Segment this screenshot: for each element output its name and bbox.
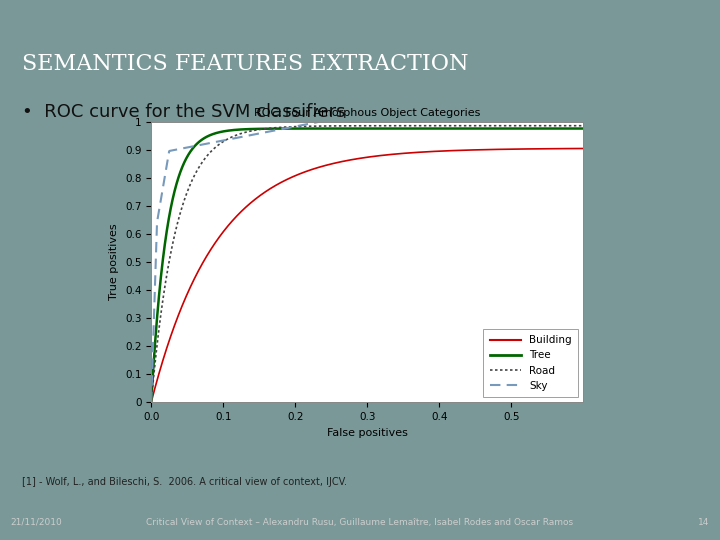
Building <box>357 155 366 161</box>
Title: ROC: Four Amorphous Object Categories: ROC: Four Amorphous Object Categories <box>254 108 480 118</box>
Road <box>346 123 354 129</box>
Text: •  ROC curve for the SVM classifiers: • ROC curve for the SVM classifiers <box>22 103 345 121</box>
Line: Road: Road <box>151 126 583 402</box>
Sky <box>579 118 588 125</box>
X-axis label: False positives: False positives <box>327 428 408 437</box>
Road <box>579 123 588 129</box>
Tree <box>357 125 366 132</box>
Road <box>357 123 366 129</box>
Legend: Building, Tree, Road, Sky: Building, Tree, Road, Sky <box>483 329 578 397</box>
Tree <box>579 125 588 132</box>
Tree <box>487 125 495 132</box>
Text: SEMANTICS FEATURES EXTRACTION: SEMANTICS FEATURES EXTRACTION <box>22 53 468 75</box>
Building <box>487 146 495 153</box>
Tree <box>567 125 575 132</box>
Y-axis label: True positives: True positives <box>109 224 120 300</box>
Road <box>147 399 156 406</box>
Building <box>169 326 178 332</box>
Sky <box>567 118 575 125</box>
Road <box>487 123 495 129</box>
Building <box>147 399 156 406</box>
Road <box>566 123 575 129</box>
Sky <box>169 147 178 153</box>
Tree <box>147 399 156 406</box>
Tree <box>566 125 575 132</box>
Sky <box>487 118 496 125</box>
Sky <box>147 399 156 406</box>
Tree <box>169 193 178 200</box>
Road <box>567 123 575 129</box>
Building <box>567 145 575 152</box>
Line: Tree: Tree <box>151 129 583 402</box>
Road <box>169 238 178 244</box>
Sky <box>357 118 366 125</box>
Text: [1] - Wolf, L., and Bileschi, S.  2006. A critical view of context, IJCV.: [1] - Wolf, L., and Bileschi, S. 2006. A… <box>22 476 346 487</box>
Line: Sky: Sky <box>151 122 583 402</box>
Building <box>579 145 588 152</box>
Text: 21/11/2010: 21/11/2010 <box>11 518 63 527</box>
Building <box>346 157 354 163</box>
Tree <box>346 125 354 132</box>
Text: 14: 14 <box>698 518 709 527</box>
Sky <box>567 118 575 125</box>
Sky <box>346 118 354 125</box>
Building <box>566 145 575 152</box>
Sky <box>316 118 325 125</box>
Line: Building: Building <box>151 148 583 402</box>
Text: Critical View of Context – Alexandru Rusu, Guillaume Lemaître, Isabel Rodes and : Critical View of Context – Alexandru Rus… <box>146 518 574 527</box>
